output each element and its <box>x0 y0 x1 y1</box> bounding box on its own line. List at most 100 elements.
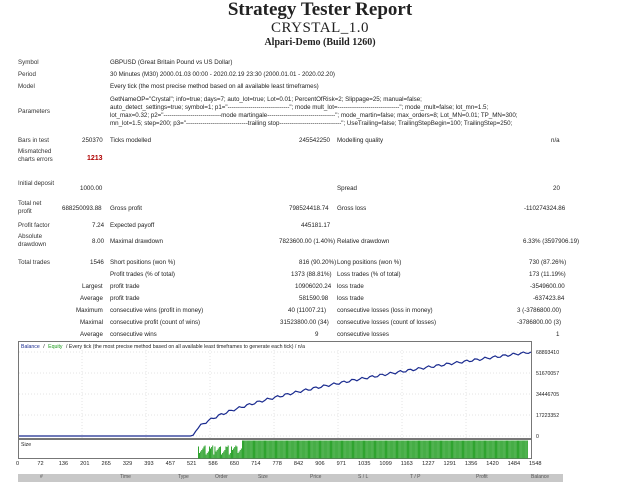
volume-bar <box>339 440 341 459</box>
volume-bar <box>216 450 218 459</box>
volume-bar <box>313 440 315 459</box>
net-profit-value: 688250093.88 <box>62 205 102 212</box>
volume-bar <box>334 440 336 459</box>
volume-bar <box>504 440 506 459</box>
volume-bar <box>278 440 280 459</box>
volume-bar <box>289 440 291 459</box>
volume-bar <box>397 440 398 459</box>
volume-bar <box>477 440 479 459</box>
volume-bar <box>436 440 438 459</box>
volume-bar <box>349 440 351 459</box>
parameters-line-1: GetNameOP="Crystal"; info=true; days=7; … <box>110 96 422 103</box>
volume-bar <box>358 440 360 459</box>
spread-value: 20 <box>553 185 560 192</box>
table-column-header: T / P <box>410 474 421 480</box>
volume-bar <box>381 440 383 459</box>
average-profit-label: profit trade <box>110 295 140 302</box>
volume-bar <box>500 440 502 459</box>
volume-bar <box>449 440 451 459</box>
symbol-label: Symbol <box>18 59 39 66</box>
volume-bar <box>518 440 519 459</box>
table-column-header: Type <box>178 474 189 480</box>
volume-bar <box>374 440 375 459</box>
volume-bar <box>245 440 247 459</box>
volume-bar <box>442 440 444 459</box>
ticks-value: 245542250 <box>299 137 330 144</box>
volume-bar <box>393 440 395 459</box>
period-value: 30 Minutes (M30) 2000.01.03 00:00 - 2020… <box>110 71 335 78</box>
volume-bar <box>335 440 337 459</box>
parameters-line-3: lot_max=0.32; p2="----------------------… <box>110 112 518 119</box>
volume-bar <box>385 440 386 459</box>
volume-bar <box>232 450 233 459</box>
volume-bar <box>299 440 301 459</box>
volume-bar <box>419 440 420 459</box>
volume-bar <box>281 440 283 459</box>
y-tick-label: 0 <box>536 434 539 439</box>
deposit-value: 1000.00 <box>80 185 103 192</box>
volume-bar <box>294 440 296 459</box>
volume-bar <box>456 440 458 459</box>
volume-bar <box>293 440 295 459</box>
gross-profit-label: Gross profit <box>110 205 142 212</box>
loss-trades-label: Loss trades (% of total) <box>337 271 401 278</box>
volume-bar <box>521 440 523 459</box>
volume-bar <box>359 440 361 459</box>
volume-bar <box>344 440 346 459</box>
chart-grid <box>19 350 531 438</box>
volume-bar <box>486 440 488 459</box>
volume-bar <box>224 450 226 459</box>
bars-label: Bars in test <box>18 137 49 144</box>
legend-rest: / Every tick (the most precise method ba… <box>66 344 305 350</box>
volume-bar <box>371 440 373 459</box>
volume-bar <box>425 440 427 459</box>
volume-bar <box>249 440 251 459</box>
volume-bar <box>363 440 364 459</box>
volume-bar <box>478 440 480 459</box>
x-tick-label: 265 <box>101 461 111 467</box>
volume-bar <box>499 440 501 459</box>
volume-bar <box>464 440 466 459</box>
volume-bar <box>338 440 340 459</box>
parameters-line-2: auto_detect_settings=true; symbol=1; p1=… <box>110 104 489 111</box>
volume-bar <box>368 440 370 459</box>
volume-bar <box>253 440 254 459</box>
volume-bar <box>210 448 211 459</box>
volume-bar <box>202 448 204 459</box>
volume-bar <box>308 440 309 459</box>
volume-bar <box>347 440 349 459</box>
volume-bar <box>233 448 235 459</box>
volume-bar <box>484 440 485 459</box>
volume-bar <box>226 447 228 459</box>
volume-bar <box>265 440 266 459</box>
x-tick-label: 329 <box>122 461 133 467</box>
maximum-label: Maximum <box>76 307 103 314</box>
max-consec-losses-value: 3 (-3786800.00) <box>517 307 562 314</box>
volume-bar <box>481 440 483 459</box>
volume-bar <box>291 440 293 459</box>
maximal-drawdown-value: 7823600.00 (1.40%) <box>279 238 336 245</box>
volume-bar <box>403 440 405 459</box>
volume-bar <box>432 440 434 459</box>
short-positions-label: Short positions (won %) <box>110 259 176 266</box>
volume-bar <box>345 440 347 459</box>
x-tick-label: 1227 <box>422 461 435 467</box>
volume-bar <box>311 440 313 459</box>
volume-bar <box>238 451 240 459</box>
volume-bar <box>360 440 362 459</box>
volume-bar <box>217 448 219 459</box>
report-account: Alpari-Demo (Build 1260) <box>264 37 376 48</box>
bars-value: 250370 <box>82 137 103 144</box>
volume-bar <box>236 446 238 459</box>
volume-bar <box>328 440 330 459</box>
volume-bar <box>453 440 455 459</box>
avg-consec-wins-value: 9 <box>315 331 319 338</box>
volume-bar <box>502 440 504 459</box>
ticks-label: Ticks modelled <box>110 137 152 144</box>
size-label: Size <box>21 442 31 448</box>
volume-bar <box>315 440 317 459</box>
legend-balance: Balance <box>21 344 40 350</box>
size-histogram: Size <box>18 439 533 459</box>
volume-bar <box>466 440 468 459</box>
volume-bar <box>465 440 467 459</box>
